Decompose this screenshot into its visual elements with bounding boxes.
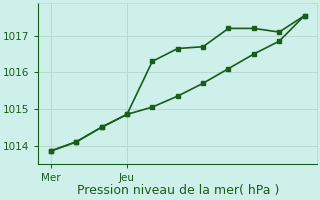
X-axis label: Pression niveau de la mer( hPa ): Pression niveau de la mer( hPa ) — [76, 184, 279, 197]
